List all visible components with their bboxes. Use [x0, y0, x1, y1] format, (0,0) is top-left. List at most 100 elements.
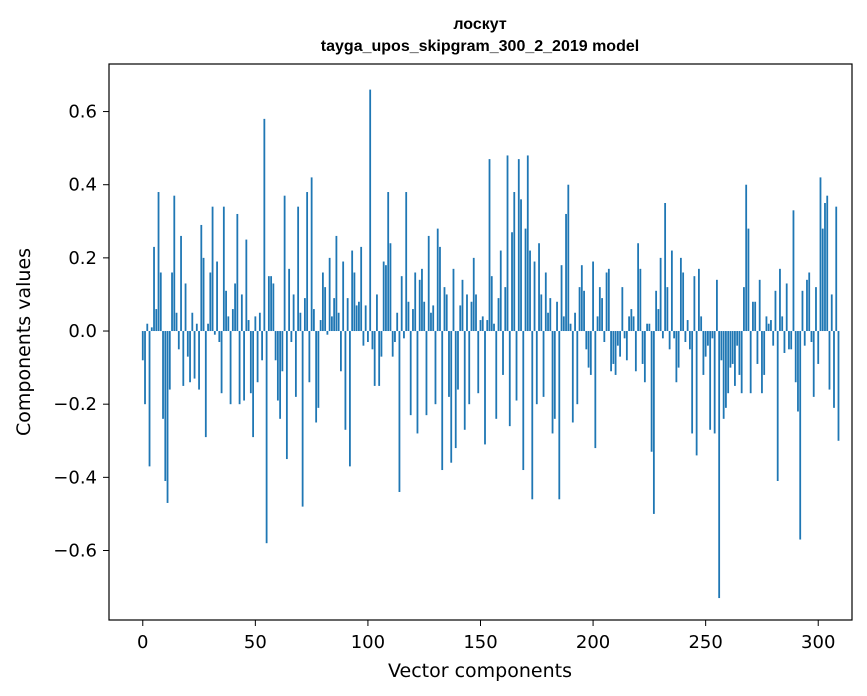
bar-6 [155, 309, 158, 332]
bar-255 [716, 279, 718, 332]
bar-301 [819, 177, 822, 332]
bar-218 [632, 316, 635, 332]
bar-80 [321, 272, 324, 332]
bar-12 [168, 331, 171, 390]
bar-134 [443, 287, 446, 332]
bar-226 [650, 331, 653, 452]
bar-21 [189, 331, 191, 383]
bar-27 [202, 257, 205, 332]
bar-289 [792, 210, 795, 332]
bar-85 [333, 298, 336, 332]
bar-246 [695, 331, 698, 456]
bar-294 [803, 331, 806, 346]
bar-135 [445, 294, 448, 332]
bar-48 [249, 331, 252, 394]
bar-152 [484, 331, 486, 445]
bar-77 [315, 331, 318, 423]
bar-247 [698, 268, 700, 332]
bar-151 [481, 316, 484, 332]
bar-252 [709, 331, 712, 430]
y-axis-ticks: −0.6 −0.4 −0.2 0.0 0.2 0.4 0.6 [53, 102, 109, 562]
bar-177 [540, 294, 543, 332]
bar-269 [747, 228, 750, 332]
bar-220 [637, 243, 640, 332]
bar-196 [583, 290, 585, 332]
bar-213 [621, 287, 624, 332]
bar-198 [587, 331, 590, 368]
bar-296 [808, 272, 811, 332]
bar-210 [614, 331, 617, 375]
bar-192 [574, 312, 576, 332]
bar-7 [157, 192, 160, 332]
bar-227 [652, 331, 655, 514]
bar-121 [414, 272, 417, 332]
bar-187 [562, 316, 565, 332]
bar-33 [216, 261, 218, 332]
bar-291 [797, 331, 799, 412]
bar-165 [513, 192, 516, 332]
bar-114 [398, 331, 401, 492]
bar-83 [328, 257, 331, 332]
chart-title: лоскут [453, 16, 507, 33]
bar-84 [331, 316, 333, 332]
bar-207 [607, 268, 610, 332]
bar-35 [220, 331, 223, 394]
bar-172 [529, 250, 531, 332]
bar-201 [594, 331, 597, 449]
bar-256 [718, 331, 721, 599]
bar-185 [558, 331, 561, 500]
bar-99 [364, 305, 367, 332]
bar-66 [290, 331, 293, 342]
bar-42 [236, 213, 239, 332]
bar-275 [761, 331, 763, 394]
bar-50 [254, 316, 257, 332]
bar-34 [218, 331, 221, 342]
bar-304 [826, 195, 829, 332]
bar-137 [450, 331, 453, 463]
bar-61 [279, 331, 282, 419]
bar-89 [342, 261, 345, 332]
bar-223 [643, 331, 646, 383]
bar-230 [659, 257, 662, 332]
bar-209 [612, 331, 615, 364]
chart-subtitle: tayga_upos_skipgram_300_2_2019 model [321, 38, 639, 55]
bar-5 [153, 246, 155, 332]
bar-38 [227, 316, 230, 332]
bar-94 [353, 272, 356, 332]
bar-208 [610, 331, 612, 372]
bar-87 [337, 312, 340, 332]
bar-14 [173, 195, 176, 332]
bar-97 [360, 246, 363, 332]
bar-51 [256, 331, 259, 383]
bar-109 [387, 192, 390, 332]
bar-216 [628, 316, 630, 332]
bar-257 [720, 331, 723, 361]
bar-162 [506, 155, 509, 332]
bar-179 [544, 272, 547, 332]
bar-67 [292, 294, 295, 332]
bar-254 [713, 331, 716, 434]
bar-239 [679, 257, 682, 332]
x-tick-label: 50 [244, 632, 267, 653]
bar-181 [549, 298, 552, 332]
bar-264 [736, 331, 739, 346]
y-tick-label: 0.6 [68, 102, 97, 123]
bar-298 [812, 331, 815, 397]
bar-98 [362, 331, 365, 346]
bar-144 [466, 294, 468, 332]
bar-292 [799, 331, 802, 540]
bar-248 [700, 316, 703, 332]
bar-106 [380, 331, 383, 357]
y-tick-label: −0.4 [53, 467, 97, 488]
bar-128 [430, 312, 432, 332]
bar-190 [569, 323, 572, 332]
bar-287 [788, 331, 790, 350]
bar-157 [495, 331, 498, 419]
bar-104 [376, 294, 378, 332]
bar-140 [457, 331, 459, 390]
bar-249 [702, 331, 705, 375]
bar-295 [806, 279, 808, 332]
bar-54 [263, 118, 266, 332]
bar-158 [497, 298, 500, 332]
bar-265 [738, 331, 741, 375]
